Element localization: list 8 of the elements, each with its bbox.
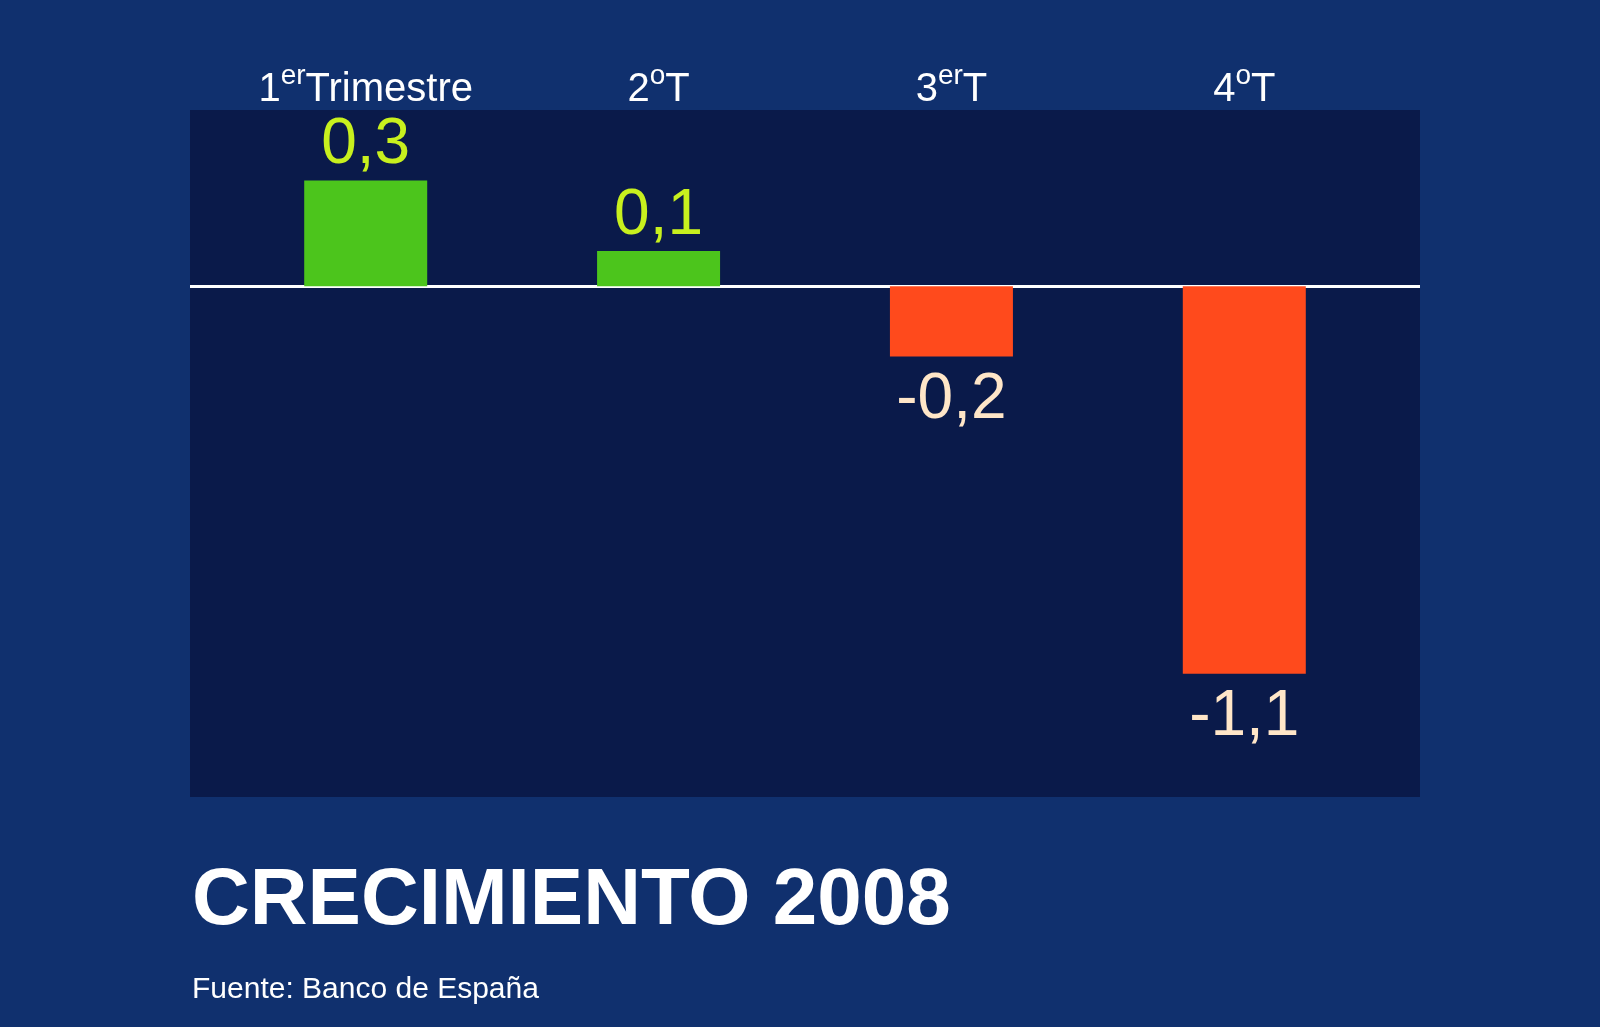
x-tick-label: 3$^{er}$T — [915, 59, 988, 109]
source-note: Fuente: Banco de España — [192, 971, 540, 1004]
x-tick-label: 2$^{o}$T — [627, 59, 690, 109]
data-label: -0,2 — [896, 359, 1007, 432]
text: CRECIMIENTO 2008 — [192, 852, 951, 942]
data-label: 0,1 — [614, 175, 704, 248]
x-tick-label: 4$^{o}$T — [1213, 59, 1276, 109]
data-label: -1,1 — [1189, 676, 1300, 749]
